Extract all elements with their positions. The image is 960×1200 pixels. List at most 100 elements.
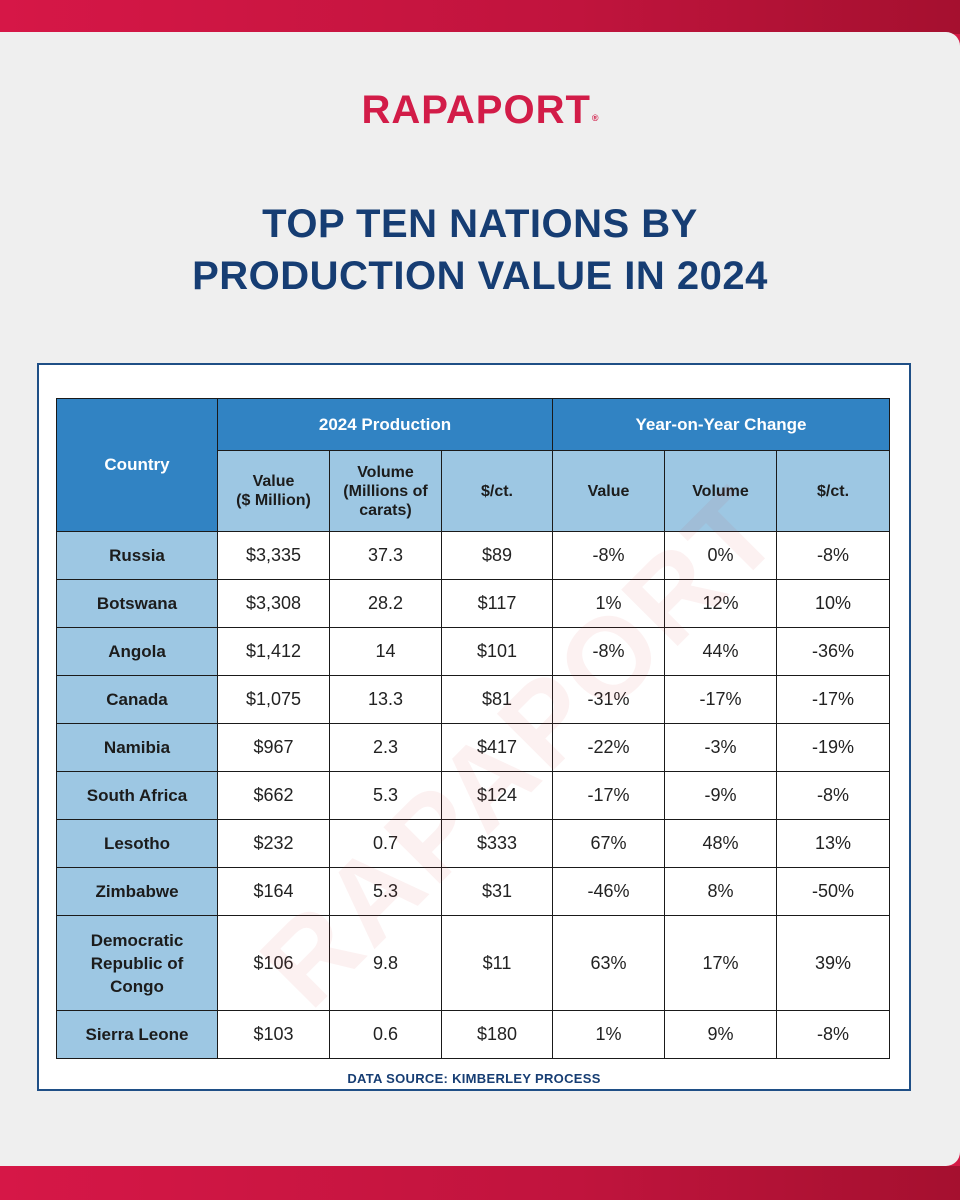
top-color-band [0,0,960,34]
yoy-value-cell: 63% [552,915,665,1011]
country-cell: Zimbabwe [56,867,218,916]
country-line: Botswana [96,594,178,613]
yoy-volume-cell: 8% [664,867,777,916]
volume-cell: 14 [329,627,442,676]
yoy-price-cell: -17% [775,675,891,724]
header-line: Volume [357,463,414,481]
table-row: Lesotho $232 0.7 $333 67% 48% 13% [56,819,891,868]
country-line: Democratic [90,930,184,950]
price-cell: $89 [441,531,553,580]
country-cell: Russia [56,531,218,580]
table-row: Russia $3,335 37.3 $89 -8% 0% -8% [56,531,891,580]
table-row: Angola $1,412 14 $101 -8% 44% -36% [56,627,891,676]
page-title: TOP TEN NATIONS BY PRODUCTION VALUE IN 2… [0,198,960,302]
country-cell: Botswana [56,579,218,628]
country-header: Country [56,398,218,532]
yoy-volume-cell: 48% [664,819,777,868]
price-cell: $333 [441,819,553,868]
data-source-note: DATA SOURCE: KIMBERLEY PROCESS [347,1071,601,1086]
country-cell: Sierra Leone [56,1010,218,1059]
value-cell: $103 [217,1010,330,1059]
brand-name: RAPAPORT [361,88,591,132]
volume-cell: 37.3 [329,531,442,580]
brand-logo: RAPAPORT® [0,88,960,133]
yoy-volume-cell: 44% [664,627,777,676]
production-table: Country 2024 Production Year-on-Year Cha… [56,398,891,1059]
yoy-value-cell: 67% [552,819,665,868]
price-cell: $117 [441,579,553,628]
title-line: TOP TEN NATIONS BY [262,202,698,246]
yoy-price-cell: -36% [775,627,891,676]
yoy-price-cell: -50% [775,867,891,916]
country-line: Namibia [103,738,171,757]
title-line: PRODUCTION VALUE IN 2024 [192,254,768,298]
country-line: Canada [106,690,168,709]
country-line: Zimbabwe [95,882,179,901]
header-line: (Millions of [343,482,428,500]
volume-cell: 5.3 [329,771,442,820]
yoy-price-cell: 13% [775,819,891,868]
price-cell: $180 [441,1010,553,1059]
country-cell: Lesotho [56,819,218,868]
production-price-header: $/ct. [441,450,553,532]
value-cell: $662 [217,771,330,820]
yoy-price-cell: -8% [775,771,891,820]
table-row: Democratic Republic of Congo $106 9.8 $11 63% 1… [56,915,891,1011]
header-line: carats) [359,501,412,519]
yoy-price-cell: -8% [775,1010,891,1059]
change-volume-header: Volume [664,450,777,532]
volume-cell: 5.3 [329,867,442,916]
yoy-volume-cell: -9% [664,771,777,820]
value-cell: $164 [217,867,330,916]
value-cell: $3,308 [217,579,330,628]
table-row: Zimbabwe $164 5.3 $31 -46% 8% -50% [56,867,891,916]
yoy-volume-cell: -17% [664,675,777,724]
yoy-price-cell: 39% [775,915,891,1011]
country-line: Sierra Leone [85,1025,189,1044]
production-volume-header: Volume (Millions of carats) [329,450,442,532]
volume-cell: 0.7 [329,819,442,868]
country-cell: Canada [56,675,218,724]
country-line: Russia [109,546,165,565]
volume-cell: 9.8 [329,915,442,1011]
change-price-header: $/ct. [775,450,891,532]
volume-cell: 13.3 [329,675,442,724]
registered-mark: ® [591,113,599,123]
yoy-value-cell: 1% [552,1010,665,1059]
yoy-volume-cell: 17% [664,915,777,1011]
bottom-color-band [0,1166,960,1200]
yoy-volume-cell: 0% [664,531,777,580]
change-value-header: Value [552,450,665,532]
table-row: South Africa $662 5.3 $124 -17% -9% -8% [56,771,891,820]
price-cell: $101 [441,627,553,676]
country-line: Republic of [90,953,184,973]
volume-cell: 2.3 [329,723,442,772]
value-cell: $106 [217,915,330,1011]
yoy-value-cell: 1% [552,579,665,628]
header-line: ($ Million) [236,492,311,509]
country-cell: South Africa [56,771,218,820]
country-cell: Namibia [56,723,218,772]
price-cell: $11 [441,915,553,1011]
value-cell: $3,335 [217,531,330,580]
yoy-value-cell: -8% [552,531,665,580]
table-row: Namibia $967 2.3 $417 -22% -3% -19% [56,723,891,772]
value-cell: $1,075 [217,675,330,724]
yoy-price-cell: 10% [775,579,891,628]
country-cell: Angola [56,627,218,676]
yoy-price-cell: -8% [775,531,891,580]
table-body: Russia $3,335 37.3 $89 -8% 0% -8% Botswana $3,30… [56,531,891,1059]
header-line: Value [252,473,295,490]
change-group-header: Year-on-Year Change [551,398,891,451]
country-line: Angola [108,642,166,661]
table-row: Botswana $3,308 28.2 $117 1% 12% 10% [56,579,891,628]
production-group-header: 2024 Production [217,398,553,451]
country-cell: Democratic Republic of Congo [56,915,218,1011]
yoy-value-cell: -31% [552,675,665,724]
yoy-value-cell: -22% [552,723,665,772]
production-value-header: Value ($ Million) [217,450,330,532]
country-line: South Africa [86,786,188,805]
volume-cell: 0.6 [329,1010,442,1059]
yoy-volume-cell: 12% [664,579,777,628]
value-cell: $967 [217,723,330,772]
